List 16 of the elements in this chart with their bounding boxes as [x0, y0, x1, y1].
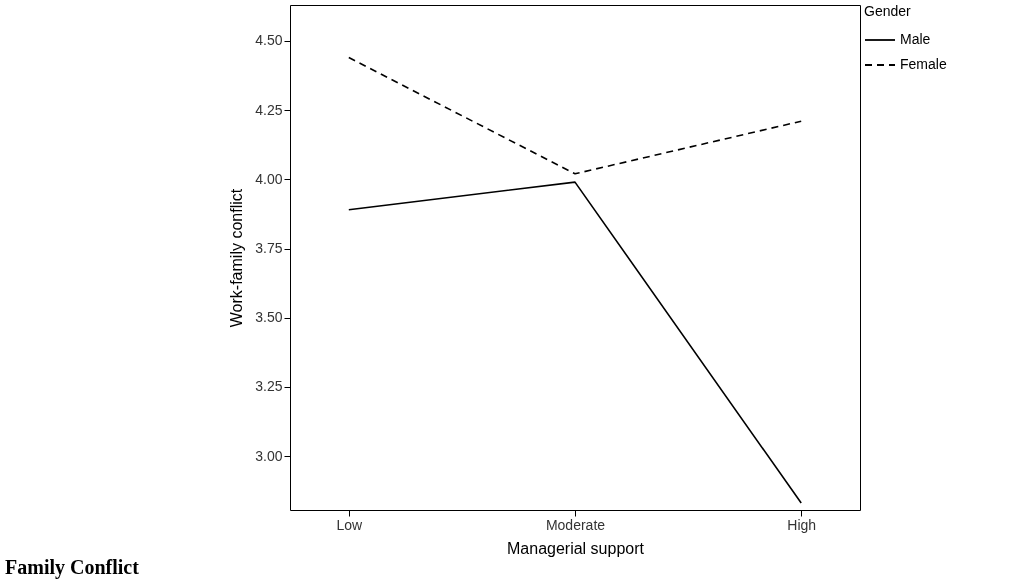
legend-title: Gender: [864, 3, 912, 19]
x-tick-label: Moderate: [545, 516, 606, 533]
y-tick-label: 4.00: [255, 170, 283, 187]
x-axis-title: Managerial support: [507, 539, 645, 557]
text: Family Conflict: [5, 556, 140, 579]
y-tick-label: 3.25: [255, 378, 283, 395]
x-tick-label: High: [787, 516, 817, 533]
y-tick-label: 4.25: [255, 101, 283, 118]
y-tick-label: 3.00: [255, 447, 283, 464]
y-tick-label: 3.50: [255, 309, 283, 326]
y-axis-title: Work-family conflict: [228, 188, 246, 328]
legend-label: Female: [900, 56, 947, 72]
legend-label: Male: [900, 31, 931, 47]
x-tick-label: Low: [336, 516, 364, 533]
y-tick-label: 4.50: [255, 32, 283, 49]
y-tick-label: 3.75: [255, 240, 283, 257]
